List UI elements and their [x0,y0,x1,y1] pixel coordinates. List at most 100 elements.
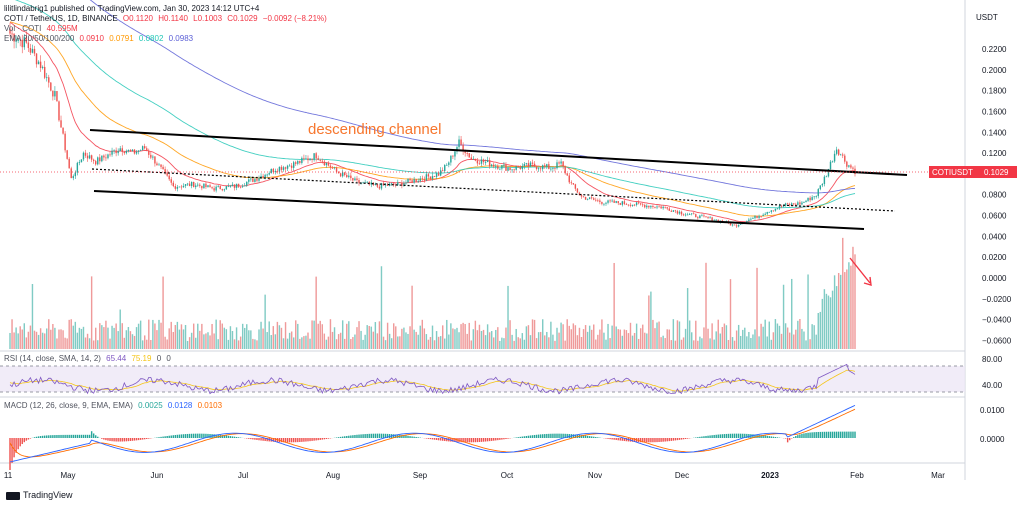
macd-hist-bar [258,438,260,441]
macd-hist-bar [162,436,164,438]
candle-body [258,178,260,181]
volume-bar [480,330,483,349]
candle-body [350,175,352,179]
macd-hist-bar [839,431,842,438]
volume-bar [223,327,226,349]
volume-bar [482,329,485,349]
volume-bar [848,262,850,349]
macd-label[interactable]: MACD (12, 26, close, 9, EMA, EMA) [4,401,133,410]
volume-bar [627,333,630,349]
volume-bar [833,275,836,349]
candle-body [848,165,850,167]
candle-body [21,39,23,48]
volume-bar [764,319,766,349]
rsi-label[interactable]: RSI (14, close, SMA, 14, 2) [4,354,101,363]
ohlc-close: C0.1029 [227,14,258,23]
macd-hist-bar [672,438,675,441]
volume-bar [86,333,89,349]
rsi-tick-80: 80.00 [982,355,1003,364]
volume-bar [507,285,509,349]
candle-body [778,205,781,209]
volume-bar [662,335,664,349]
volume-bar [97,340,99,349]
macd-hist-bar [611,438,613,440]
macd-hist-bar [715,434,717,438]
volume-legend: Vol · COTI 40.595M [4,24,81,34]
volume-bar [325,339,328,349]
volume-bar [164,336,166,349]
candle-body [548,164,550,169]
candle-body [603,203,605,205]
candle-body [472,158,475,160]
macd-hist-bar [762,435,764,438]
macd-hist-bar [850,431,852,438]
macd-hist-bar [846,431,848,438]
ema-legend: EMA 20/50/100/200 0.0910 0.0791 0.0802 0… [4,34,196,44]
candle-body [807,197,809,201]
macd-hist-bar [501,438,503,440]
macd-hist-bar [311,438,313,441]
time-tick-label: Jun [151,471,164,480]
volume-bar [666,329,668,349]
candle-body [731,224,734,226]
volume-bar [433,340,436,349]
macd-hist-bar [737,433,740,438]
symbol-text[interactable]: COTI / TetherUS, 1D, BINANCE [4,14,118,23]
candle-body [462,144,464,152]
macd-hist-bar [266,438,268,442]
volume-bar [537,332,540,349]
candle-body [686,214,689,216]
volume-bar [313,320,315,349]
tradingview-brand[interactable]: TradingView [6,490,73,500]
macd-hist-bar [272,438,275,442]
candle-body [299,161,301,163]
macd-hist-bar [386,433,389,438]
macd-hist-bar [652,438,654,443]
time-tick-label: Aug [326,471,340,480]
macd-hist-bar [409,436,411,438]
price-tick-label: 0.2200 [982,45,1007,54]
volume-bar [150,339,152,349]
volume-bar [546,331,548,349]
candle-body [464,151,466,154]
candle-body [113,150,115,152]
macd-hist-bar [348,435,350,438]
volume-bar [27,331,30,349]
volume-bar [366,325,368,349]
volume-bar [735,330,738,349]
price-axis-ticks: 0.2200 0.2000 0.1800 0.1600 0.1400 0.1200 0.10… [982,45,1012,345]
macd-hist-bar [25,438,28,441]
volume-bar [556,327,558,349]
macd-hist-bar [111,438,113,442]
macd-hist-bar [474,438,477,443]
volume-bar [715,331,717,349]
candle-body [682,214,685,216]
candle-body [223,189,226,191]
macd-hist-bar [615,438,617,441]
macd-hist-bar [848,431,850,438]
macd-hist-bar [531,435,534,438]
candle-body [811,197,813,201]
macd-hist-bar [817,431,819,438]
volume-bar [403,327,405,349]
volume-bar [595,339,597,349]
macd-hist-bar [760,435,762,438]
macd-hist-bar [325,438,328,440]
candle-body [509,167,511,171]
macd-hist-bar [180,434,183,438]
volume-bar [629,322,632,349]
published-text: lilitlindabrig1 published on TradingView… [4,4,260,13]
candle-body [511,169,513,171]
candle-body [254,179,256,182]
macd-hist-bar [119,438,121,442]
macd-hist-bar [523,436,526,438]
volume-bar [799,319,801,349]
candle-body [303,157,305,159]
volume-bar [699,336,701,349]
macd-hist-bar [723,434,726,438]
volume-label[interactable]: Vol · COTI [4,24,42,33]
ema-label[interactable]: EMA 20/50/100/200 [4,34,75,43]
volume-bar [329,319,332,349]
volume-bar [421,319,424,349]
